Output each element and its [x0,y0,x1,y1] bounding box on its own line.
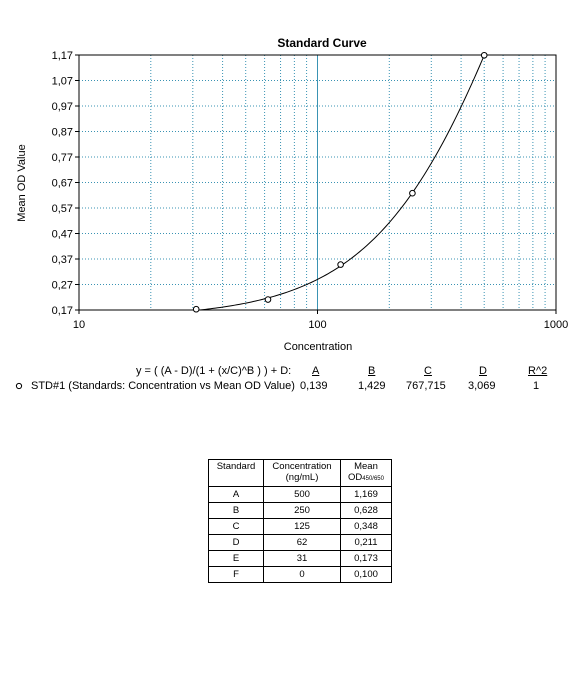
legend-series-label: STD#1 (Standards: Concentration vs Mean … [31,380,295,392]
fit-value-r2: 1 [533,380,540,392]
y-tick-label: 0,17 [52,305,73,317]
cell-mean-od: 0,173 [340,550,392,567]
data-point [264,296,272,303]
cell-concentration: 500 [263,486,341,503]
y-tick-label: 0,57 [52,203,73,215]
fit-value-a: 0,139 [300,380,328,392]
y-tick-label: 0,87 [52,127,73,139]
fit-header-d: D [479,365,487,377]
y-tick-label: 0,47 [52,229,73,241]
cell-standard: D [208,534,264,551]
x-tick-label: 100 [308,319,326,331]
data-points [192,51,488,313]
fit-value-b: 1,429 [358,380,386,392]
fit-header-r2: R^2 [528,365,548,377]
fit-header-c: C [424,365,432,377]
x-axis-ticks: 10 100 1000 [73,310,568,331]
y-axis-label: Mean OD Value [16,144,28,221]
table-row: F 0 0,100 [208,566,392,583]
y-tick-label: 0,27 [52,280,73,292]
standard-curve-chart: Standard Curve 0,170,270,370,470,570,670… [16,36,568,353]
cell-concentration: 31 [263,550,341,567]
y-tick-label: 0,67 [52,178,73,190]
header-standard: Standard [208,459,264,487]
table-row: B 250 0,628 [208,502,392,519]
cell-standard: E [208,550,264,567]
table-row: D 62 0,211 [208,534,392,551]
header-mean-od: Mean OD450/650 [340,459,392,487]
data-point [409,189,416,197]
chart-title: Standard Curve [277,36,367,50]
fit-header-b: B [368,365,376,377]
legend-marker-icon [15,382,23,390]
fit-header-a: A [312,365,320,377]
cell-mean-od: 0,211 [340,534,392,551]
table-header-row: Standard Concentration (ng/mL) Mean OD450/… [208,459,392,487]
x-tick-label: 10 [73,319,85,331]
cell-mean-od: 0,628 [340,502,392,519]
fit-value-d: 3,069 [468,380,496,392]
cell-standard: F [208,566,264,583]
x-axis-label: Concentration [284,341,353,353]
fit-equation: y = ( (A - D)/(1 + (x/C)^B ) ) + D: [136,365,292,377]
cell-concentration: 0 [263,566,341,583]
data-point [337,261,344,268]
data-point [480,51,488,59]
cell-standard: C [208,518,264,535]
cell-mean-od: 0,100 [340,566,392,583]
standards-table: Standard Concentration (ng/mL) Mean OD450/… [208,459,392,583]
cell-standard: B [208,502,264,519]
data-point [192,305,200,313]
y-tick-label: 1,07 [52,76,73,88]
cell-standard: A [208,486,264,503]
cell-concentration: 62 [263,534,341,551]
fit-value-c: 767,715 [406,380,446,392]
y-tick-label: 0,77 [52,152,73,164]
cell-mean-od: 0,348 [340,518,392,535]
y-tick-label: 1,17 [52,50,73,62]
table-row: C 125 0,348 [208,518,392,535]
y-tick-label: 0,97 [52,101,73,113]
y-axis-ticks: 0,17 0,27 0,37 0,47 0,57 0,67 0,77 0,87 0,97 1,07… [52,50,79,317]
table-row: A 500 1,169 [208,486,392,503]
header-concentration: Concentration (ng/mL) [263,459,341,487]
cell-mean-od: 1,169 [340,486,392,503]
table-row: E 31 0,173 [208,550,392,567]
x-tick-label: 1000 [544,319,568,331]
cell-concentration: 250 [263,502,341,519]
y-tick-label: 0,37 [52,254,73,266]
grid [79,55,556,310]
cell-concentration: 125 [263,518,341,535]
